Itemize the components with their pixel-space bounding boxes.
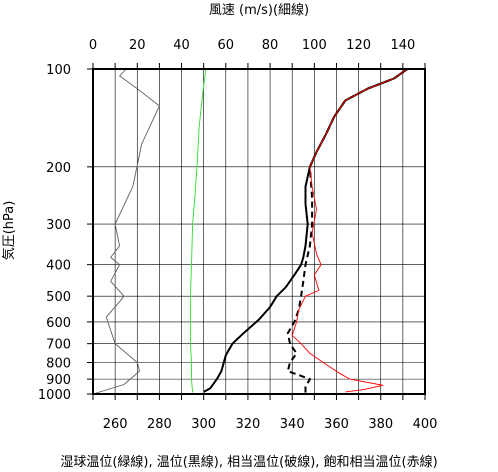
left-tick-label: 100 <box>46 63 71 78</box>
left-tick-label: 200 <box>46 161 71 176</box>
series-line <box>291 68 414 393</box>
bottom-tick-label: 360 <box>324 417 349 432</box>
top-axis-title: 風速 (m/s)(細線) <box>209 2 309 18</box>
series-layer <box>92 68 414 395</box>
left-tick-label: 800 <box>46 357 71 372</box>
left-tick-label: 600 <box>46 316 71 331</box>
top-tick-label: 100 <box>302 38 327 53</box>
top-tick-label: 120 <box>346 38 371 53</box>
left-tick-label: 300 <box>46 218 71 233</box>
bottom-tick-label: 260 <box>103 417 128 432</box>
plot-frame <box>92 68 426 395</box>
left-tick-label: 500 <box>46 290 71 305</box>
left-tick-label: 700 <box>46 338 71 353</box>
left-tick-label: 1000 <box>38 388 71 403</box>
left-axis-title: 気圧(hPa) <box>1 201 17 261</box>
series-line <box>92 68 160 395</box>
series-line <box>189 68 207 393</box>
bottom-tick-label: 400 <box>413 417 438 432</box>
bottom-axis-title: 湿球温位(緑線), 温位(黒線), 相当温位(破線), 飽和相当温位(赤線) <box>60 454 437 470</box>
top-tick-label: 80 <box>262 38 279 53</box>
series-line <box>286 68 414 393</box>
top-tick-label: 0 <box>89 38 97 53</box>
top-tick-label: 140 <box>390 38 415 53</box>
bottom-tick-label: 320 <box>236 417 261 432</box>
top-tick-label: 20 <box>129 38 146 53</box>
bottom-tick-label: 340 <box>280 417 305 432</box>
bottom-tick-label: 380 <box>368 417 393 432</box>
bottom-tick-label: 280 <box>147 417 172 432</box>
bottom-tick-label: 300 <box>191 417 216 432</box>
left-tick-label: 900 <box>46 373 71 388</box>
left-tick-label: 400 <box>46 259 71 274</box>
top-tick-label: 40 <box>173 38 190 53</box>
top-tick-label: 60 <box>218 38 235 53</box>
grid <box>92 68 426 395</box>
